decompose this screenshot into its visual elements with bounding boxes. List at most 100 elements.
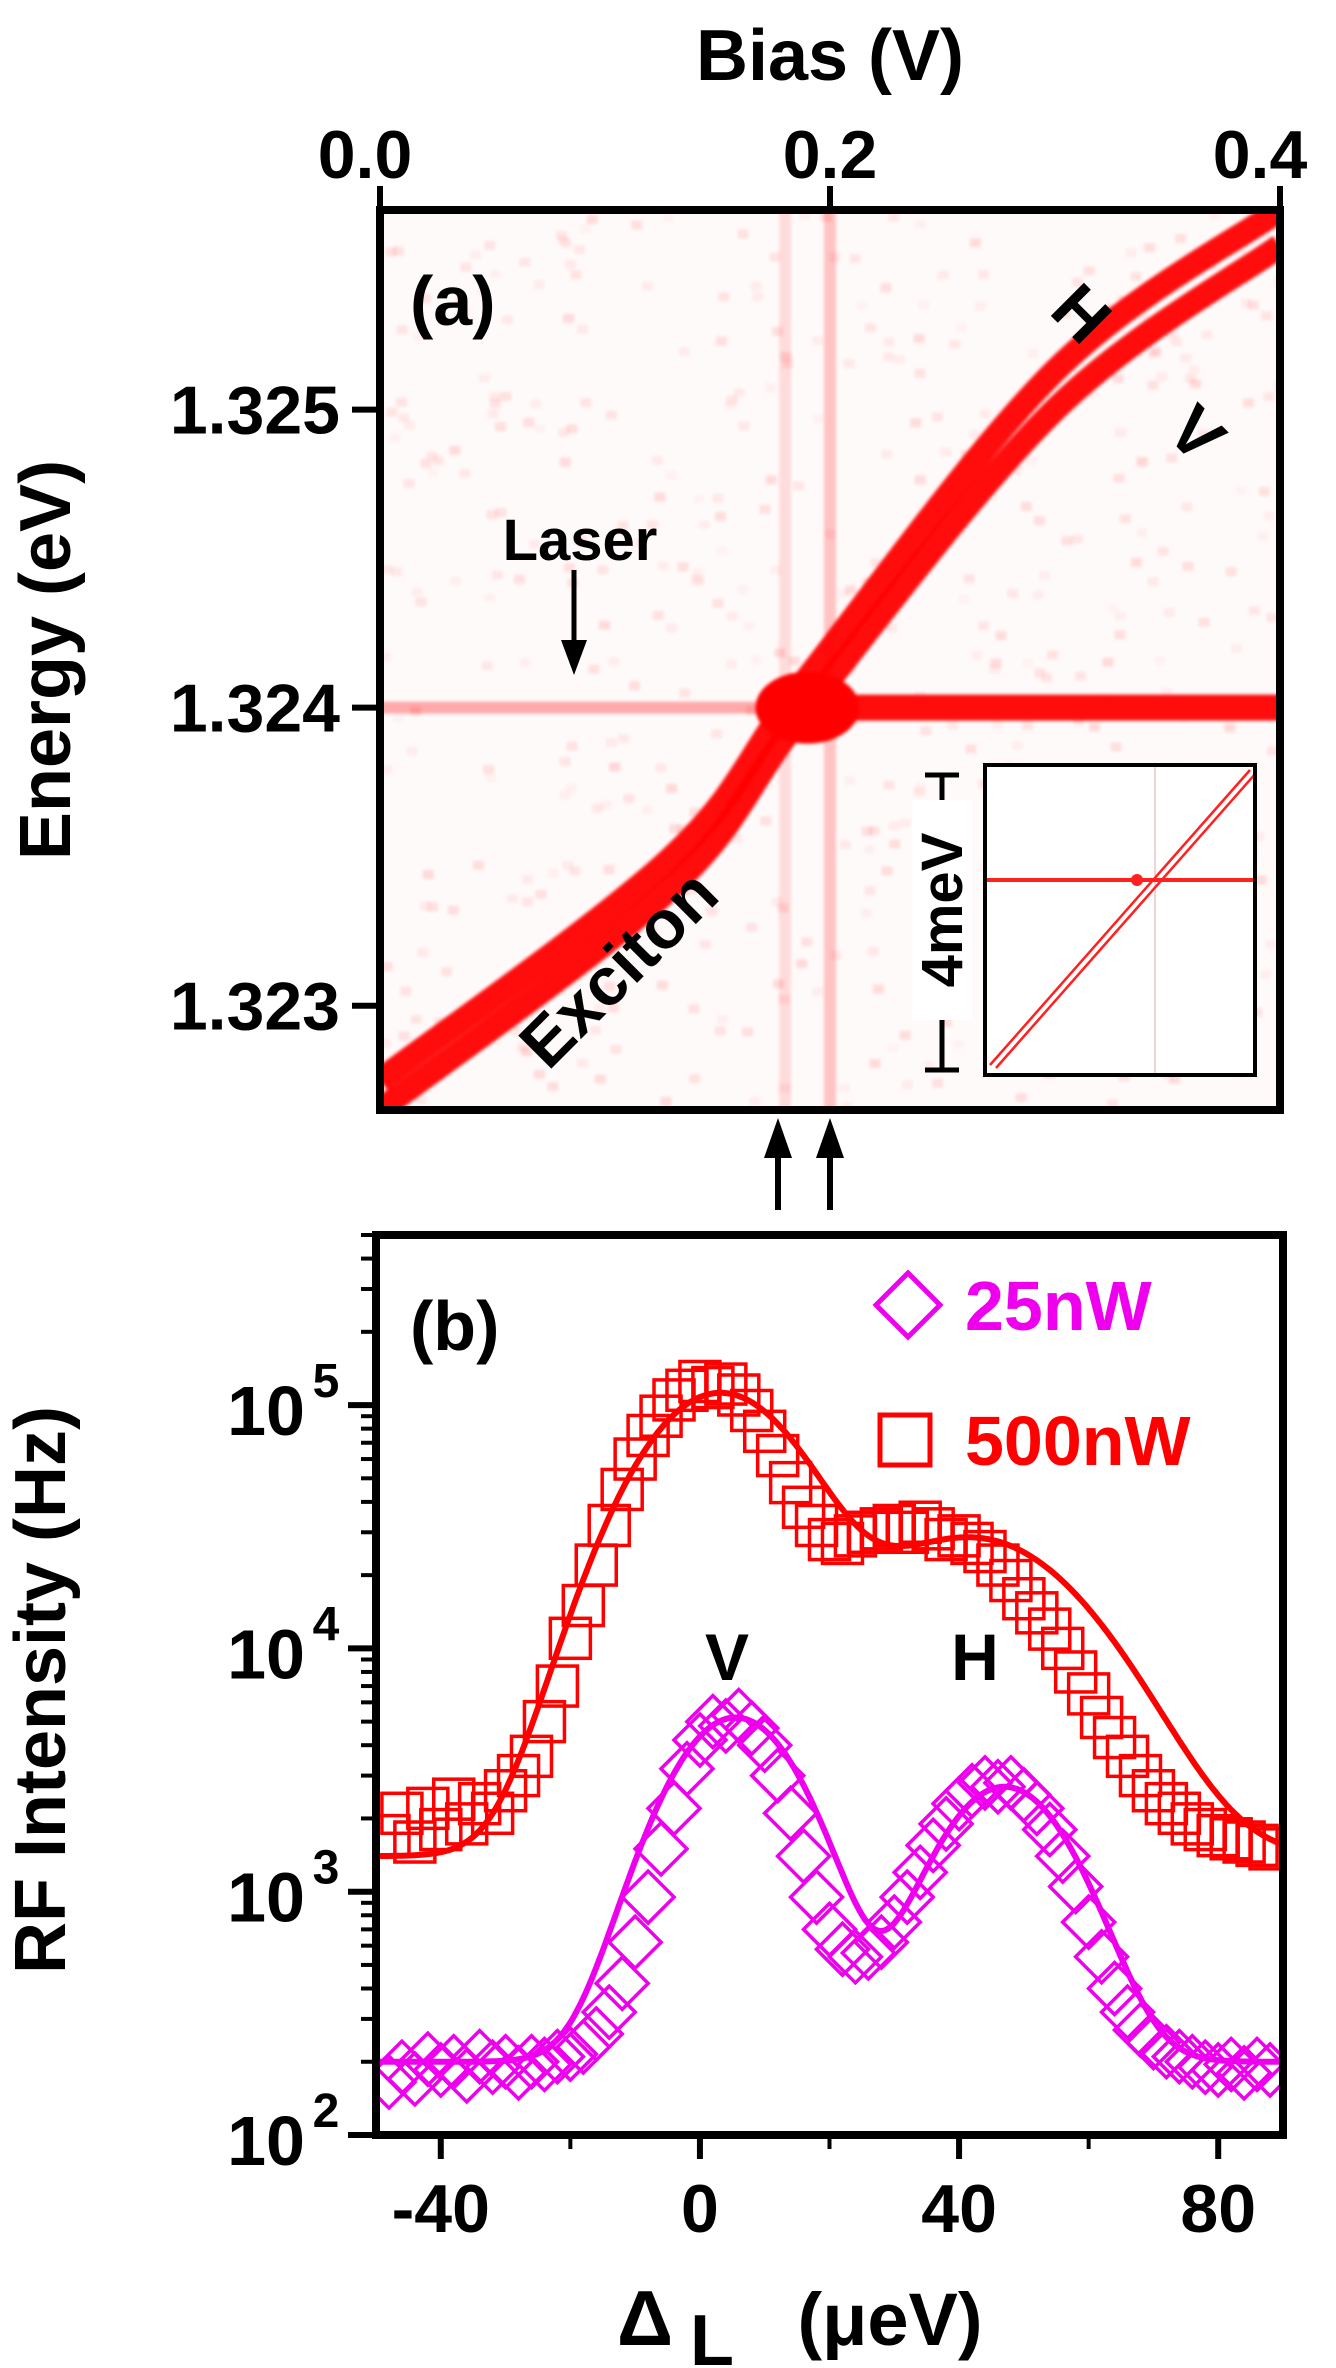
marker-25nw: [865, 1893, 923, 1951]
noise-pixel: [880, 283, 892, 293]
noise-pixel: [969, 430, 980, 439]
noise-pixel: [888, 821, 900, 831]
noise-pixel: [937, 270, 949, 280]
noise-pixel: [652, 456, 663, 465]
noise-pixel: [737, 229, 749, 239]
noise-pixel: [1236, 486, 1247, 495]
noise-pixel: [610, 1044, 622, 1054]
marker-500nw: [1066, 1672, 1111, 1716]
noise-pixel: [495, 508, 507, 518]
noise-pixel: [427, 902, 439, 912]
noise-pixel: [1240, 298, 1252, 308]
marker-25nw: [878, 1868, 936, 1926]
noise-pixel: [655, 763, 667, 773]
noise-pixel: [562, 860, 574, 870]
noise-pixel: [1266, 613, 1278, 622]
noise-pixel: [1015, 1092, 1027, 1102]
noise-pixel: [603, 864, 615, 874]
exciton-line-h: [380, 210, 1280, 1090]
noise-pixel: [888, 1044, 899, 1053]
noise-pixel: [1107, 604, 1118, 613]
noise-pixel: [604, 981, 616, 991]
noise-pixel: [415, 597, 427, 607]
noise-pixel: [1130, 557, 1142, 567]
noise-pixel: [432, 456, 444, 466]
rf-tick-label-base: 10: [227, 1615, 305, 1693]
marker-500nw: [704, 1362, 748, 1406]
noise-pixel: [989, 664, 1001, 674]
marker-500nw: [639, 1394, 683, 1438]
noise-pixel: [690, 574, 702, 583]
marker-25nw: [503, 2033, 560, 2091]
noise-pixel: [381, 765, 393, 775]
noise-pixel: [830, 950, 842, 960]
delta-symbol: Δ: [617, 2274, 673, 2362]
noise-pixel: [441, 967, 453, 977]
noise-pixel: [1119, 514, 1131, 524]
noise-pixel: [586, 214, 598, 224]
noise-pixel: [873, 984, 884, 994]
noise-pixel: [953, 1040, 964, 1049]
noise-pixel: [772, 326, 784, 336]
panel-b-label: (b): [410, 1287, 499, 1365]
noise-pixel: [635, 538, 647, 547]
noise-pixel: [1147, 577, 1159, 587]
noise-pixel: [492, 570, 503, 580]
noise-pixel: [801, 937, 813, 947]
marker-25nw: [567, 2005, 625, 2063]
energy-axis-title: Energy (eV): [6, 460, 86, 860]
noise-pixel: [738, 421, 750, 431]
rf-tick-label-base: 10: [227, 1859, 305, 1937]
noise-pixel: [692, 568, 704, 578]
noise-pixel: [481, 661, 493, 671]
inset: 4meV: [910, 763, 1257, 1077]
noise-pixel: [455, 296, 467, 306]
noise-pixel: [812, 987, 824, 997]
noise-pixel: [534, 424, 545, 433]
bottom-axis-tick-labels: -40 0 40 80: [392, 2171, 1256, 2247]
noise-pixel: [588, 664, 600, 674]
fit-curve-500nw: [376, 1389, 1283, 1860]
noise-pixel: [731, 834, 743, 843]
noise-pixel: [592, 803, 604, 813]
noise-pixel: [489, 399, 501, 409]
noise-pixel: [522, 897, 534, 907]
noise-pixel: [533, 280, 545, 290]
noise-pixel: [869, 1059, 881, 1069]
top-axis-tick-labels: 0.0 0.2 0.4: [318, 117, 1308, 193]
noise-pixel: [392, 246, 404, 256]
noise-pixel: [1058, 308, 1070, 318]
noise-pixel: [867, 946, 879, 956]
noise-pixel: [663, 214, 674, 223]
noise-pixel: [561, 239, 573, 249]
noise-pixel: [487, 409, 499, 419]
noise-pixel: [420, 901, 431, 911]
fit-curve-25nw: [376, 1714, 1283, 2065]
noise-pixel: [1190, 379, 1201, 389]
noise-pixel: [990, 658, 1002, 668]
noise-pixel: [883, 352, 895, 362]
noise-pixel: [398, 413, 410, 423]
noise-pixel: [914, 475, 926, 485]
noise-pixel: [447, 905, 459, 915]
noise-pixel: [1144, 243, 1155, 253]
noise-pixel: [1248, 606, 1260, 616]
noise-pixel: [1201, 330, 1213, 340]
noise-pixel: [1255, 875, 1267, 885]
noise-pixel: [580, 398, 592, 407]
legend-marker-square: [877, 1412, 933, 1468]
noise-pixel: [628, 681, 640, 691]
noise-pixel: [1012, 741, 1024, 750]
noise-pixel: [1169, 1074, 1181, 1084]
noise-pixel: [1181, 502, 1193, 512]
noise-pixel: [1047, 650, 1058, 660]
noise-pixel: [712, 598, 724, 608]
noise-pixel: [608, 1003, 619, 1013]
noise-pixel: [1083, 266, 1095, 276]
marker-500nw: [691, 1365, 735, 1410]
noise-pixel: [978, 270, 990, 280]
noise-pixel: [717, 547, 728, 556]
marker-25nw: [839, 1924, 897, 1982]
noise-pixel: [746, 922, 758, 932]
marker-500nw: [1248, 1827, 1283, 1871]
